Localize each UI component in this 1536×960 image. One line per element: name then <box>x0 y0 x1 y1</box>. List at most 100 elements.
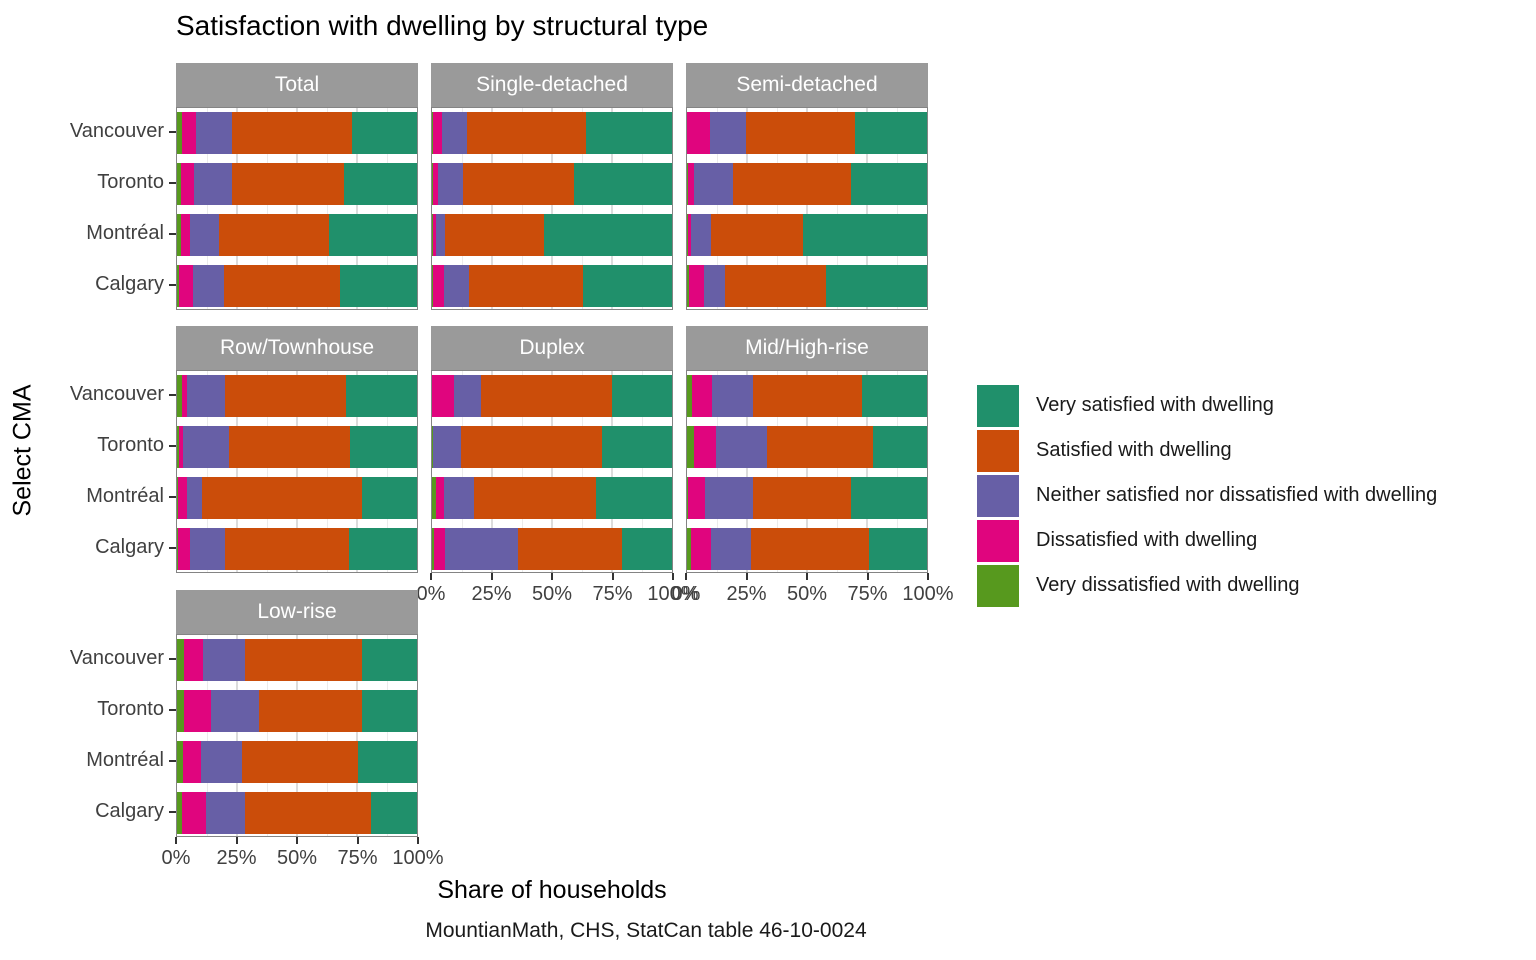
x-tick-label: 75% <box>337 847 378 869</box>
facet-panel-duplex <box>431 370 673 573</box>
bar-montr-al <box>177 476 417 519</box>
chart-caption: MountianMath, CHS, StatCan table 46-10-0… <box>425 919 867 942</box>
bar-segment-dissatisfied <box>688 476 705 519</box>
gridline <box>581 371 583 572</box>
bar-calgary <box>177 264 417 307</box>
x-tick-label: 0% <box>161 847 191 869</box>
bar-segment-very_satisfied <box>869 527 927 570</box>
bar-segment-neither <box>710 527 751 570</box>
y-tick-mark <box>169 131 176 134</box>
bar-segment-very_satisfied <box>872 426 927 469</box>
x-tick-mark <box>175 837 177 844</box>
bar-segment-neither <box>433 426 461 469</box>
gridline <box>776 371 778 572</box>
bar-segment-very_dissatisfied <box>432 476 436 519</box>
bar-segment-dissatisfied <box>178 527 191 570</box>
bar-vancouver <box>432 112 672 155</box>
bar-segment-dissatisfied <box>689 264 704 307</box>
bar-slot <box>432 473 672 524</box>
bar-segment-neither <box>193 163 233 206</box>
bar-segment-very_satisfied <box>583 264 672 307</box>
x-tick-mark <box>672 573 674 580</box>
bar-segment-satisfied <box>752 476 852 519</box>
bar-segment-neither <box>196 112 233 155</box>
facet-strip-label: Total <box>274 73 320 96</box>
legend-swatch-dissatisfied <box>977 519 1019 562</box>
bar-slot <box>687 159 927 210</box>
bar-segment-very_dissatisfied <box>687 476 689 519</box>
bar-segment-dissatisfied <box>181 375 187 418</box>
facet-strip-label: Single-detached <box>476 73 628 96</box>
bar-segment-dissatisfied <box>183 740 201 783</box>
legend-swatch-very_satisfied <box>977 384 1019 427</box>
legend-label: Satisfied with dwelling <box>1036 439 1232 461</box>
bar-segment-dissatisfied <box>687 112 710 155</box>
facet-strip-label: Mid/High-rise <box>745 336 869 359</box>
bar-calgary <box>432 527 672 570</box>
bar-slot <box>177 737 417 788</box>
gridline <box>386 371 388 572</box>
gridline <box>206 635 208 836</box>
bar-toronto <box>177 163 417 206</box>
bar-slot <box>177 260 417 311</box>
bar-segment-very_dissatisfied <box>177 375 182 418</box>
facet-strip-row-townhouse: Row/Townhouse <box>176 326 418 370</box>
gridline <box>266 108 268 309</box>
bar-segment-very_dissatisfied <box>177 112 182 155</box>
bar-segment-satisfied <box>725 264 827 307</box>
bar-segment-very_dissatisfied <box>687 264 690 307</box>
facet-panel-mid-high-rise <box>686 370 928 573</box>
gridline <box>641 371 643 572</box>
x-tick-mark <box>611 573 614 580</box>
bar-segment-dissatisfied <box>184 690 211 733</box>
bar-slot <box>432 159 672 210</box>
x-tick-mark <box>490 573 493 580</box>
facet-strip-label: Semi-detached <box>736 73 878 96</box>
bar-vancouver <box>687 375 927 418</box>
x-tick-mark <box>356 837 359 844</box>
bar-segment-very_satisfied <box>343 163 417 206</box>
bar-segment-very_satisfied <box>349 426 417 469</box>
gridline <box>551 371 553 572</box>
facet-panel-total <box>176 107 418 310</box>
gridline <box>326 635 328 836</box>
gridline <box>236 635 238 836</box>
bar-segment-very_dissatisfied <box>177 527 179 570</box>
bar-slot <box>432 371 672 422</box>
y-tick-label: Vancouver <box>69 647 164 670</box>
y-tick-mark <box>169 495 176 498</box>
bar-segment-very_satisfied <box>361 639 417 682</box>
bar-segment-very_satisfied <box>602 426 672 469</box>
bar-segment-very_dissatisfied <box>177 690 185 733</box>
gridline <box>236 371 238 572</box>
y-tick-label: Montréal <box>86 748 164 771</box>
facet-strip-total: Total <box>176 63 418 107</box>
bar-toronto <box>177 426 417 469</box>
bar-segment-satisfied <box>224 527 349 570</box>
bar-segment-very_dissatisfied <box>432 527 435 570</box>
gridline <box>296 371 298 572</box>
bar-segment-satisfied <box>223 264 341 307</box>
bar-segment-neither <box>203 639 246 682</box>
bar-segment-very_satisfied <box>346 375 417 418</box>
gridline <box>266 371 268 572</box>
bar-segment-neither <box>182 426 229 469</box>
x-tick-label: 100% <box>902 583 954 605</box>
bar-segment-dissatisfied <box>178 476 187 519</box>
bar-segment-satisfied <box>241 740 359 783</box>
bar-slot <box>177 422 417 473</box>
bar-segment-very_satisfied <box>611 375 672 418</box>
bar-slot <box>687 523 927 574</box>
gridline <box>611 108 613 309</box>
bar-segment-dissatisfied <box>432 375 454 418</box>
bar-segment-very_satisfied <box>361 690 417 733</box>
bar-segment-very_satisfied <box>573 163 672 206</box>
legend-label: Dissatisfied with dwelling <box>1036 529 1258 551</box>
bar-slot <box>177 787 417 838</box>
bar-segment-neither <box>445 527 519 570</box>
y-tick-mark <box>169 232 176 235</box>
y-tick-label: Montréal <box>86 221 164 244</box>
x-tick-label: 0% <box>416 583 446 605</box>
bar-segment-neither <box>712 375 753 418</box>
legend-entry-very_satisfied: Very satisfied with dwelling <box>977 383 1437 428</box>
